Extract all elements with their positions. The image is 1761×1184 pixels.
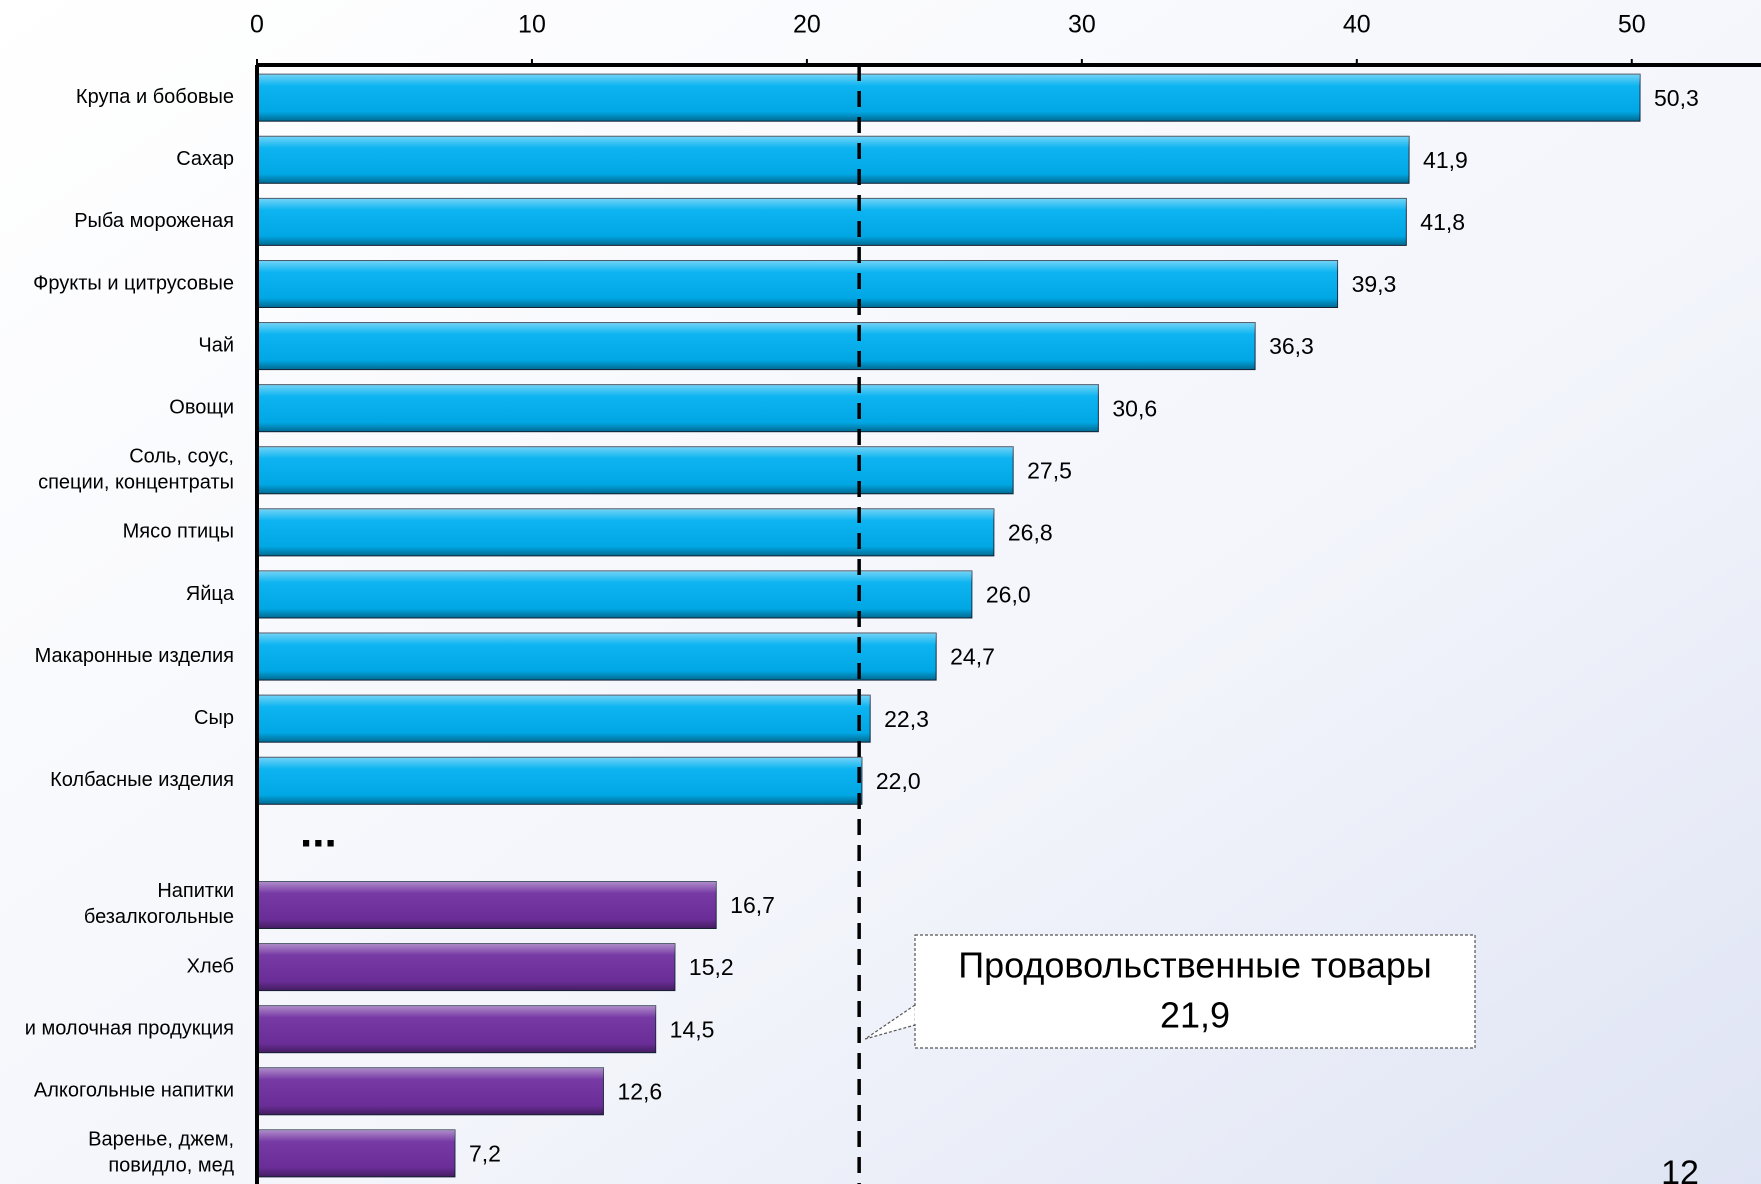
y-tick-label: Напитки безалкогольные — [84, 880, 234, 928]
bar-shade — [257, 74, 1641, 122]
y-tick-label: Фрукты и цитрусовые — [33, 272, 234, 294]
y-tick-label: Крупа и бобовые — [76, 86, 234, 108]
bar-shade — [257, 1067, 604, 1115]
bar-shade — [257, 571, 972, 618]
value-label: 16,7 — [730, 892, 775, 918]
y-tick-label: Мясо птицы — [123, 521, 234, 543]
value-label: 22,0 — [876, 768, 921, 794]
x-tick-label: 30 — [1068, 11, 1096, 39]
value-label: 41,8 — [1420, 209, 1465, 235]
bar-shade — [257, 695, 871, 743]
bar-shade — [257, 384, 1099, 432]
value-label: 30,6 — [1112, 395, 1157, 421]
value-label: 24,7 — [950, 644, 995, 670]
y-tick-label: Овощи — [169, 396, 234, 418]
bar-shade — [257, 943, 675, 991]
value-label: 39,3 — [1352, 271, 1397, 297]
bar-shade — [257, 446, 1014, 494]
y-tick-label: Яйца — [186, 583, 235, 605]
value-label: 12,6 — [617, 1078, 662, 1104]
value-label: 26,8 — [1008, 519, 1053, 545]
y-tick-label: Соль, соус, специи, концентраты — [38, 446, 234, 494]
y-tick-label: Колбасные изделия — [50, 769, 234, 791]
page-number: 12 — [1661, 1154, 1699, 1184]
value-label: 50,3 — [1654, 85, 1699, 111]
y-tick-label: Макаронные изделия — [35, 645, 234, 667]
bar-shade — [257, 508, 994, 556]
callout-value: 21,9 — [1160, 995, 1230, 1036]
value-label: 41,9 — [1423, 147, 1468, 173]
x-tick-label: 40 — [1343, 11, 1371, 39]
y-tick-label: и молочная продукция — [25, 1017, 234, 1039]
callout-label: Продовольственные товары — [958, 945, 1432, 986]
value-label: 7,2 — [469, 1140, 501, 1166]
gap-annotation: ... — [300, 808, 337, 857]
x-tick-label: 10 — [518, 11, 546, 39]
x-tick-label: 20 — [793, 11, 821, 39]
callout-box — [914, 934, 1476, 1049]
y-tick-label: Сыр — [194, 707, 234, 729]
y-tick-label: Сахар — [176, 148, 234, 170]
value-label: 36,3 — [1269, 333, 1314, 359]
value-label: 26,0 — [986, 582, 1031, 608]
bar-shade — [257, 633, 937, 681]
y-tick-label: Рыба мороженая — [74, 210, 234, 232]
bar-shade — [257, 757, 862, 805]
bar-shade — [257, 1005, 656, 1053]
bar-shade — [257, 881, 717, 929]
value-label: 15,2 — [689, 954, 734, 980]
y-tick-label: Чай — [198, 334, 234, 356]
y-tick-label: Алкогольные напитки — [34, 1080, 234, 1102]
bar-shade — [257, 136, 1410, 184]
y-tick-label: Хлеб — [187, 955, 234, 977]
y-tick-label: Варенье, джем, повидло, мед — [88, 1129, 234, 1177]
bar-shade — [257, 1129, 455, 1177]
value-label: 14,5 — [670, 1016, 715, 1042]
bar-shade — [257, 322, 1256, 370]
bar-shade — [257, 260, 1338, 308]
value-label: 27,5 — [1027, 457, 1072, 483]
bar-shade — [257, 198, 1407, 246]
value-label: 22,3 — [884, 706, 929, 732]
x-tick-label: 50 — [1618, 11, 1646, 39]
x-tick-label: 0 — [250, 11, 264, 39]
callout-pointer — [864, 1004, 916, 1040]
